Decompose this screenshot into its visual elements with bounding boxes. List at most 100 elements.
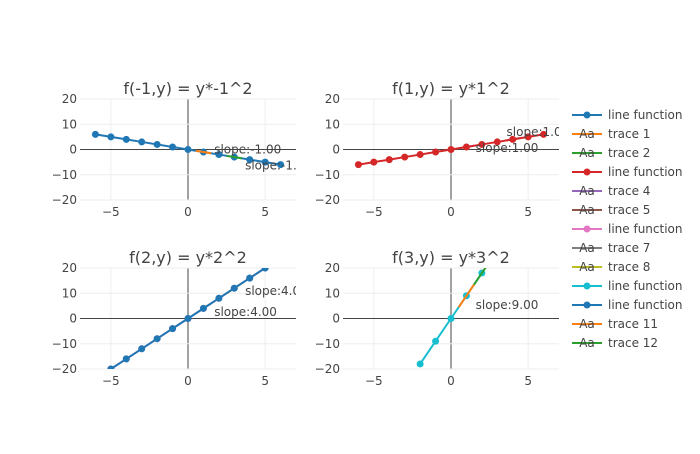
legend-item[interactable]: Aa trace 1 bbox=[572, 127, 650, 141]
data-point bbox=[447, 146, 455, 153]
legend: line function Aa trace 1 Aa trace 2 line func… bbox=[572, 108, 683, 350]
slope-annotation: slope:4.00 bbox=[214, 305, 277, 319]
data-point bbox=[107, 133, 115, 141]
legend-item[interactable]: Aa trace 7 bbox=[572, 241, 650, 255]
data-point bbox=[432, 337, 440, 345]
data-point bbox=[184, 146, 192, 153]
x-tick-label: 0 bbox=[184, 374, 192, 388]
subplot-1: −5 0 5 −20 −10 0 10 20 f(-1,y) = y*-1^2 slope:-1.… bbox=[52, 79, 296, 219]
data-point bbox=[370, 158, 378, 166]
subplot-title: f(2,y) = y*2^2 bbox=[129, 248, 247, 267]
legend-text-glyph: Aa bbox=[579, 203, 595, 217]
data-point bbox=[493, 138, 501, 146]
subplot-title: f(3,y) = y*3^2 bbox=[392, 248, 510, 267]
x-tick-label: 0 bbox=[447, 374, 455, 388]
data-point bbox=[138, 138, 146, 146]
data-point bbox=[261, 158, 269, 166]
legend-text-glyph: Aa bbox=[579, 260, 595, 274]
x-tick-label: −5 bbox=[102, 374, 120, 388]
legend-marker bbox=[583, 301, 591, 309]
legend-text-glyph: Aa bbox=[579, 127, 595, 141]
y-tick-label: 0 bbox=[332, 312, 340, 326]
legend-label: trace 5 bbox=[608, 203, 650, 217]
data-point bbox=[230, 284, 238, 292]
legend-label: trace 4 bbox=[608, 184, 650, 198]
slope-annotation: slope:1.00 bbox=[507, 125, 570, 139]
legend-label: trace 12 bbox=[608, 336, 658, 350]
subplot-title: f(-1,y) = y*-1^2 bbox=[123, 79, 252, 98]
data-point bbox=[385, 156, 393, 164]
data-point bbox=[401, 153, 409, 161]
data-point bbox=[509, 135, 517, 143]
legend-text-glyph: Aa bbox=[579, 336, 595, 350]
data-point bbox=[540, 130, 548, 138]
data-point bbox=[478, 140, 486, 148]
series-line bbox=[226, 154, 243, 160]
data-point bbox=[432, 148, 440, 156]
y-tick-label: 0 bbox=[69, 143, 77, 157]
legend-item[interactable]: Aa trace 12 bbox=[572, 336, 658, 350]
y-tick-label: 10 bbox=[325, 286, 340, 300]
plot-area: slope:-1.00 slope:-1.00 bbox=[91, 130, 296, 173]
legend-item[interactable]: Aa trace 8 bbox=[572, 260, 650, 274]
legend-item[interactable]: line function bbox=[572, 279, 683, 293]
x-tick-label: 0 bbox=[184, 205, 192, 219]
series-line bbox=[473, 268, 487, 285]
y-tick-label: 0 bbox=[69, 312, 77, 326]
data-point bbox=[138, 345, 146, 353]
legend-item[interactable]: Aa trace 5 bbox=[572, 203, 650, 217]
legend-label: line function bbox=[608, 165, 683, 179]
legend-item[interactable]: Aa trace 11 bbox=[572, 317, 658, 331]
y-tick-label: −10 bbox=[315, 337, 340, 351]
subplot-title: f(1,y) = y*1^2 bbox=[392, 79, 510, 98]
plot-area: slope:1.00 slope:1.00 bbox=[354, 125, 570, 169]
plot-area: slope:9.00 bbox=[416, 268, 539, 368]
data-point bbox=[215, 151, 223, 159]
data-point bbox=[107, 365, 115, 369]
x-tick-label: 5 bbox=[261, 374, 269, 388]
y-tick-label: −20 bbox=[315, 193, 340, 207]
y-tick-label: −20 bbox=[52, 193, 77, 207]
y-tick-label: 10 bbox=[325, 117, 340, 131]
data-point bbox=[215, 294, 223, 302]
y-tick-label: 20 bbox=[325, 261, 340, 275]
series-line bbox=[195, 149, 212, 155]
y-tick-label: 20 bbox=[62, 261, 77, 275]
data-point bbox=[277, 161, 285, 169]
legend-item[interactable]: line function bbox=[572, 165, 683, 179]
legend-label: trace 1 bbox=[608, 127, 650, 141]
y-tick-label: −10 bbox=[52, 337, 77, 351]
series-line bbox=[457, 283, 475, 308]
legend-item[interactable]: line function bbox=[572, 222, 683, 236]
slope-annotation: slope:9.00 bbox=[476, 298, 539, 312]
y-tick-label: 10 bbox=[62, 117, 77, 131]
data-point bbox=[524, 133, 532, 141]
slope-annotation: slope:-1.00 bbox=[214, 143, 281, 157]
data-point bbox=[169, 325, 177, 333]
data-point bbox=[416, 360, 424, 368]
legend-text-glyph: Aa bbox=[579, 241, 595, 255]
y-tick-label: 20 bbox=[62, 92, 77, 106]
data-point bbox=[261, 268, 269, 272]
legend-item[interactable]: Aa trace 4 bbox=[572, 184, 650, 198]
legend-item[interactable]: line function bbox=[572, 108, 683, 122]
legend-label: trace 11 bbox=[608, 317, 658, 331]
plot-area: slope:4.00 slope:4.00 bbox=[107, 268, 308, 369]
legend-item[interactable]: line function bbox=[572, 298, 683, 312]
y-tick-label: 20 bbox=[325, 92, 340, 106]
x-tick-label: 5 bbox=[261, 205, 269, 219]
data-point bbox=[246, 156, 254, 164]
legend-text-glyph: Aa bbox=[579, 184, 595, 198]
x-tick-label: −5 bbox=[102, 205, 120, 219]
legend-label: trace 8 bbox=[608, 260, 650, 274]
data-point bbox=[416, 151, 424, 159]
legend-label: line function bbox=[608, 298, 683, 312]
slope-annotation: slope:4.00 bbox=[245, 284, 308, 298]
legend-marker bbox=[583, 168, 591, 176]
x-tick-label: 0 bbox=[447, 205, 455, 219]
legend-marker bbox=[583, 282, 591, 290]
legend-item[interactable]: Aa trace 2 bbox=[572, 146, 650, 160]
data-point bbox=[153, 335, 161, 343]
y-tick-label: −10 bbox=[52, 168, 77, 182]
